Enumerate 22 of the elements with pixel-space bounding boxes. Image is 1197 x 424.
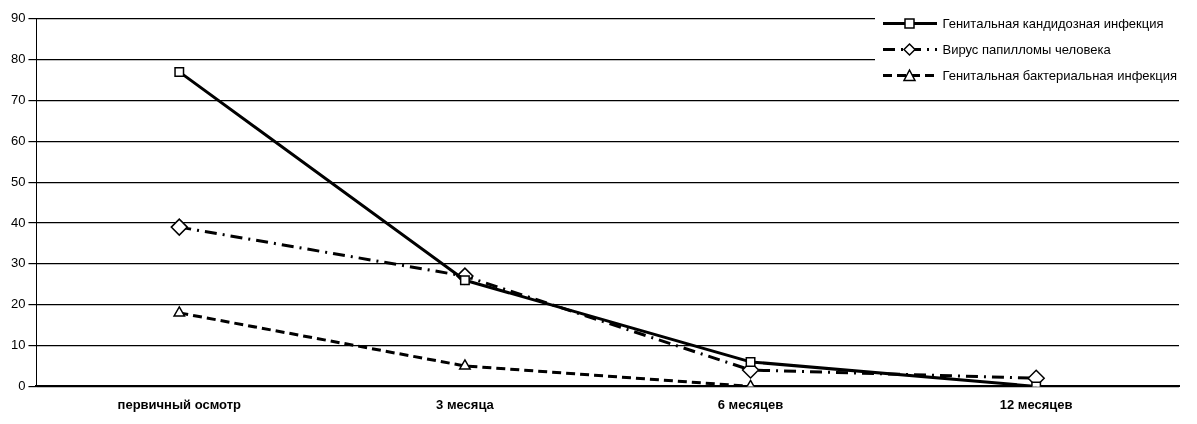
x-tick-label: 12 месяцев bbox=[999, 396, 1073, 412]
y-tick-label: 70 bbox=[10, 92, 26, 108]
x-tick-label: 6 месяцев bbox=[717, 396, 784, 412]
legend-label: Генитальная кандидозная инфекция bbox=[942, 15, 1164, 31]
y-tick-label: 90 bbox=[10, 10, 26, 26]
point bbox=[458, 359, 471, 370]
legend-label: Генитальная бактериальная инфекция bbox=[942, 67, 1177, 83]
y-tick-label: 30 bbox=[10, 255, 26, 271]
y-tick-label: 60 bbox=[10, 132, 26, 148]
y-tick-label: 20 bbox=[10, 296, 26, 312]
y-tick-label: 10 bbox=[10, 337, 26, 353]
x-tick-label: первичный осмотр bbox=[117, 396, 242, 412]
legend-label: Вирус папилломы человека bbox=[942, 41, 1111, 57]
point bbox=[170, 218, 189, 236]
y-tick-label: 40 bbox=[10, 214, 26, 230]
point bbox=[745, 356, 756, 367]
point bbox=[173, 306, 186, 317]
y-tick-label: 80 bbox=[10, 51, 26, 67]
point bbox=[174, 66, 185, 77]
y-tick-label: 50 bbox=[10, 173, 26, 189]
x-tick-label: 3 месяца bbox=[436, 396, 495, 412]
y-tick-label: 0 bbox=[18, 377, 26, 393]
